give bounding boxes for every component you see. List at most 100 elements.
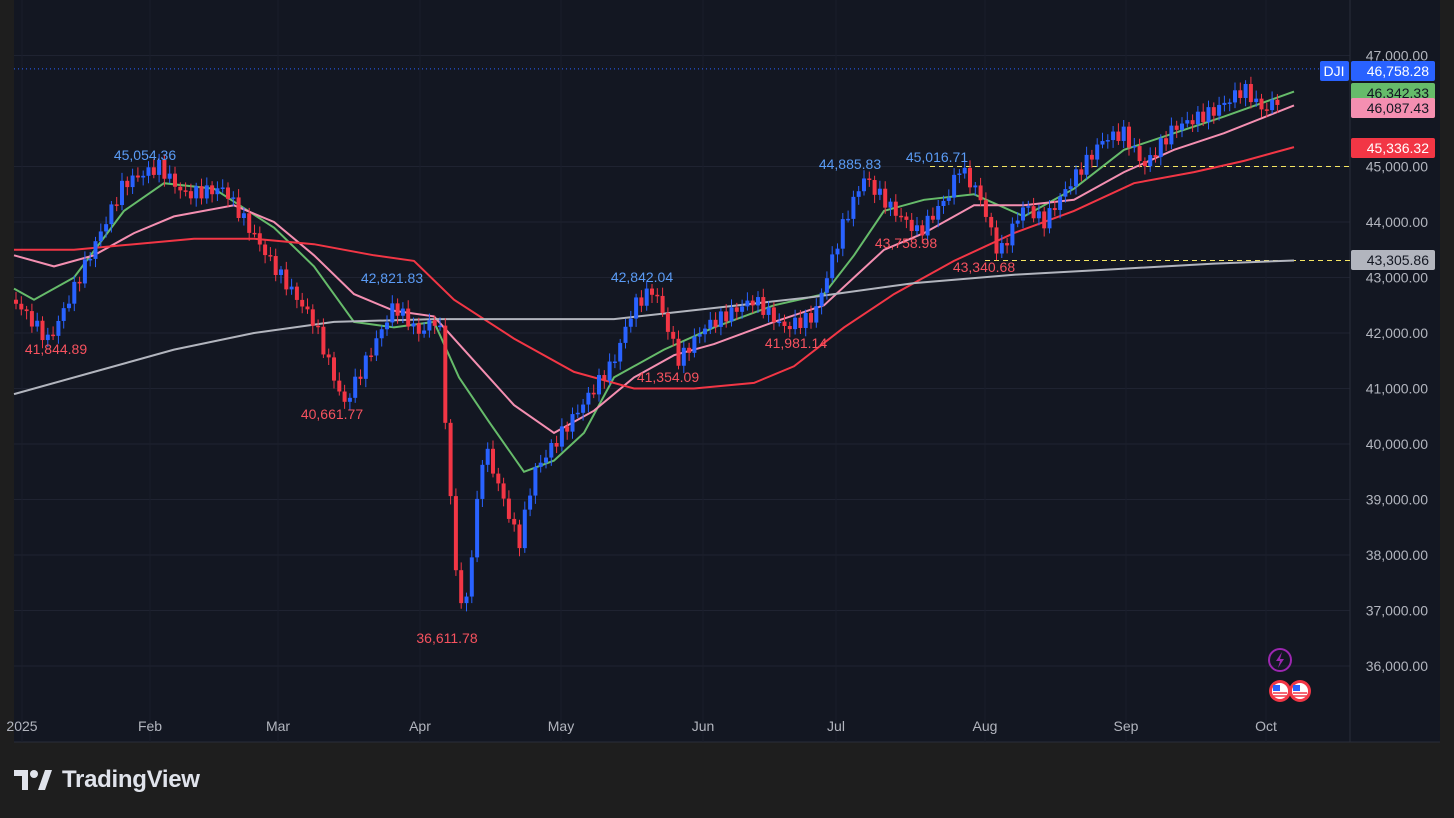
x-tick-label: Jul bbox=[827, 718, 845, 734]
candle-body bbox=[761, 297, 766, 315]
candle-body bbox=[204, 185, 209, 199]
y-axis[interactable]: 36,000.00 37,000.00 38,000.00 39,000.00 40,0… bbox=[1366, 48, 1428, 675]
candle-body bbox=[1264, 109, 1269, 111]
candle-body bbox=[989, 216, 994, 228]
candle-body bbox=[45, 334, 50, 341]
candle-body bbox=[729, 307, 734, 322]
x-tick-label: Sep bbox=[1114, 718, 1139, 734]
candle-body bbox=[40, 320, 45, 341]
candle-body bbox=[305, 306, 310, 310]
candle-body bbox=[273, 256, 278, 276]
candle-body bbox=[946, 197, 951, 201]
y-tick-label: 40,000.00 bbox=[1366, 436, 1428, 452]
price-annotation: 42,821.83 bbox=[361, 270, 423, 286]
y-tick-label: 47,000.00 bbox=[1366, 48, 1428, 64]
candle-body bbox=[544, 457, 548, 463]
x-axis[interactable]: 2025 Feb Mar Apr May Jun Jul Aug Sep Oct bbox=[6, 718, 1277, 734]
candle-body bbox=[263, 244, 268, 256]
candle-body bbox=[220, 187, 225, 189]
price-label-text: 46,342.33 bbox=[1367, 85, 1429, 101]
candle-body bbox=[506, 498, 511, 519]
candle-body bbox=[1153, 155, 1158, 158]
us-flag-icon[interactable] bbox=[1289, 680, 1311, 702]
candle-body bbox=[226, 187, 230, 199]
candle-body bbox=[575, 412, 580, 415]
candle-body bbox=[665, 312, 670, 332]
candle-body bbox=[289, 286, 294, 290]
candle-body bbox=[994, 227, 999, 254]
x-tick-label: Oct bbox=[1255, 718, 1277, 734]
candle-body bbox=[1201, 111, 1206, 123]
candle-body bbox=[740, 306, 745, 312]
candle-body bbox=[1137, 146, 1142, 162]
candle-body bbox=[777, 321, 782, 324]
candle-body bbox=[443, 325, 448, 423]
candle-body bbox=[856, 191, 861, 197]
price-annotation: 42,842.04 bbox=[611, 269, 673, 285]
candle-body bbox=[109, 204, 114, 225]
x-tick-label: 2025 bbox=[6, 718, 37, 734]
candle-body bbox=[835, 248, 840, 255]
candle-body bbox=[51, 334, 56, 337]
lightning-icon[interactable] bbox=[1268, 648, 1292, 672]
candle-body bbox=[427, 320, 432, 331]
candle-body bbox=[1206, 107, 1211, 123]
candle-body bbox=[342, 391, 347, 402]
candle-body bbox=[713, 319, 718, 327]
candle-body bbox=[586, 392, 591, 405]
candle-body bbox=[1169, 125, 1174, 145]
candle-body bbox=[936, 205, 941, 220]
candle-body bbox=[851, 196, 856, 219]
candle-body bbox=[607, 361, 612, 381]
candle-body bbox=[411, 323, 416, 327]
candle-body bbox=[1121, 126, 1126, 141]
candle-body bbox=[941, 200, 946, 206]
candle-body bbox=[570, 414, 575, 432]
candle-body bbox=[1036, 211, 1041, 219]
candle-body bbox=[793, 317, 798, 330]
candle-body bbox=[157, 159, 162, 175]
candle-body bbox=[798, 317, 803, 328]
candle-body bbox=[1031, 206, 1036, 219]
candle-body bbox=[1047, 208, 1052, 229]
candle-body bbox=[782, 321, 787, 326]
candle-body bbox=[1243, 83, 1248, 98]
candle-body bbox=[999, 243, 1004, 254]
candle-body bbox=[93, 241, 98, 259]
candle-body bbox=[1190, 120, 1195, 125]
us-flag-icon[interactable] bbox=[1269, 680, 1291, 702]
y-tick-label: 41,000.00 bbox=[1366, 381, 1428, 397]
moving-average-line-1 bbox=[13, 104, 1295, 435]
candle-body bbox=[104, 224, 109, 232]
candle-body bbox=[703, 328, 707, 335]
candle-body bbox=[395, 303, 400, 316]
candle-body bbox=[718, 311, 723, 327]
candle-body bbox=[1015, 220, 1020, 224]
candle-body bbox=[24, 309, 29, 312]
candle-body bbox=[1116, 131, 1121, 141]
candle-body bbox=[1068, 186, 1073, 190]
candle-body bbox=[920, 225, 925, 236]
candle-body bbox=[1227, 102, 1232, 104]
candle-body bbox=[1211, 107, 1216, 116]
candle-body bbox=[893, 201, 898, 216]
candle-body bbox=[528, 495, 533, 510]
candle-body bbox=[650, 288, 654, 295]
annotations: 45,054.36 41,844.89 42,821.83 40,661.77 36,6… bbox=[25, 147, 1015, 646]
grid bbox=[14, 0, 1440, 743]
candle-body bbox=[1148, 155, 1153, 167]
candle-body bbox=[952, 174, 957, 198]
price-label-text: 45,336.32 bbox=[1367, 140, 1429, 156]
tradingview-logo[interactable]: TradingView bbox=[14, 764, 200, 796]
candle-body bbox=[358, 376, 363, 379]
candle-body bbox=[199, 186, 204, 199]
candle-body bbox=[522, 509, 527, 549]
candle-body bbox=[1063, 189, 1068, 197]
candle-body bbox=[597, 375, 601, 395]
candle-body bbox=[559, 426, 564, 447]
candle-body bbox=[1100, 141, 1105, 145]
candle-body bbox=[14, 299, 18, 304]
candle-body bbox=[353, 376, 358, 398]
moving-average-line-2 bbox=[14, 146, 1295, 390]
